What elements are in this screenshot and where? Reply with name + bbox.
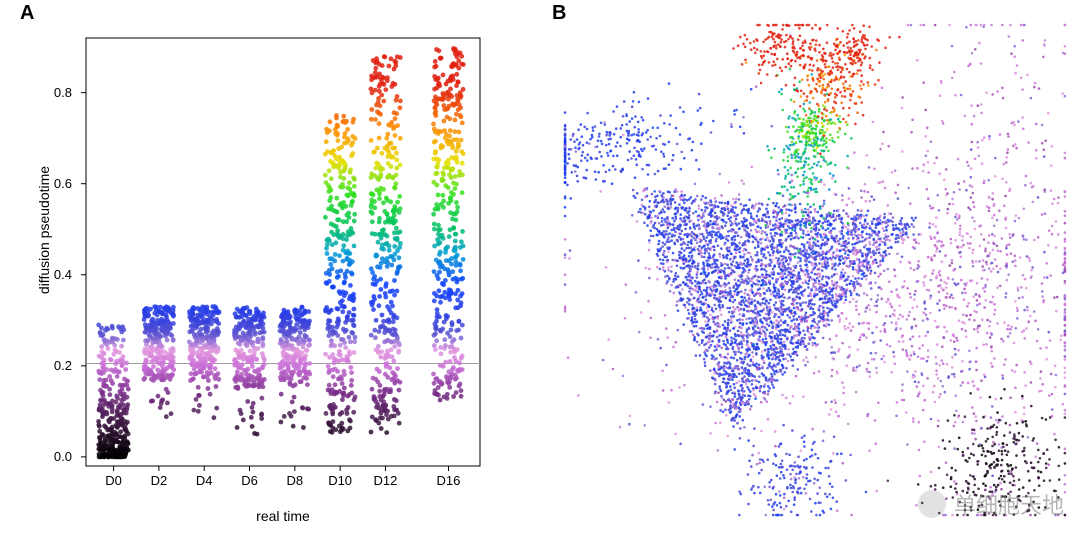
panel-a-ytick: 0.2 (44, 359, 72, 372)
wechat-icon (918, 490, 946, 518)
panel-a-ytick: 0.6 (44, 177, 72, 190)
panel-a-ylabel: diffusion pseudotime (36, 80, 52, 380)
panel-a-svg (78, 30, 488, 500)
panel-a-xtick: D0 (94, 474, 134, 487)
panel-label-a: A (20, 2, 34, 25)
panel-a-xlabel: real time (78, 508, 488, 524)
panel-a-xtick: D4 (184, 474, 224, 487)
figure: A B diffusion pseudotime real time 0.00.… (0, 0, 1080, 542)
watermark-text: 单细胞天地 (954, 488, 1064, 520)
panel-a-ytick: 0.8 (44, 86, 72, 99)
panel-b (560, 20, 1070, 520)
panel-b-svg (560, 20, 1070, 520)
panel-a-xtick: D16 (428, 474, 468, 487)
panel-a-ytick: 0.4 (44, 268, 72, 281)
panel-a-xtick: D8 (275, 474, 315, 487)
panel-a-xtick: D12 (365, 474, 405, 487)
panel-a-xtick: D10 (320, 474, 360, 487)
panel-a (78, 30, 488, 500)
panel-a-ytick: 0.0 (44, 450, 72, 463)
panel-a-xtick: D2 (139, 474, 179, 487)
panel-a-xtick: D6 (230, 474, 270, 487)
watermark: 单细胞天地 (918, 488, 1064, 520)
